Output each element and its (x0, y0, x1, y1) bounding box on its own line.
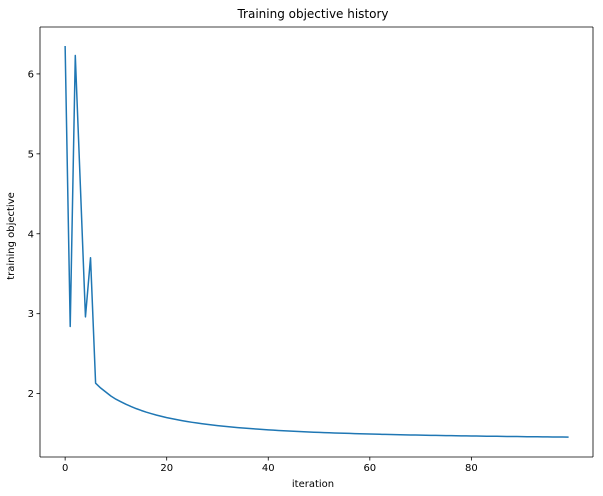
x-axis-label: iteration (292, 479, 334, 490)
y-axis: 2 3 4 5 6 (28, 69, 40, 400)
y-tick-label: 4 (28, 229, 34, 240)
y-tick-label: 6 (28, 69, 34, 80)
x-tick-label: 20 (160, 463, 173, 474)
x-tick-label: 40 (262, 463, 275, 474)
x-tick-label: 60 (363, 463, 376, 474)
plot-area (39, 26, 594, 458)
series-line-0 (64, 45, 569, 438)
y-tick-label: 3 (28, 309, 34, 320)
y-tick-label: 2 (28, 389, 34, 400)
x-tick-label: 0 (62, 463, 68, 474)
chart-title: Training objective history (236, 7, 388, 21)
x-axis: 0 20 40 60 80 (62, 457, 478, 474)
x-tick-label: 80 (465, 463, 478, 474)
y-tick-label: 5 (28, 149, 34, 160)
y-axis-label: training objective (6, 192, 17, 280)
